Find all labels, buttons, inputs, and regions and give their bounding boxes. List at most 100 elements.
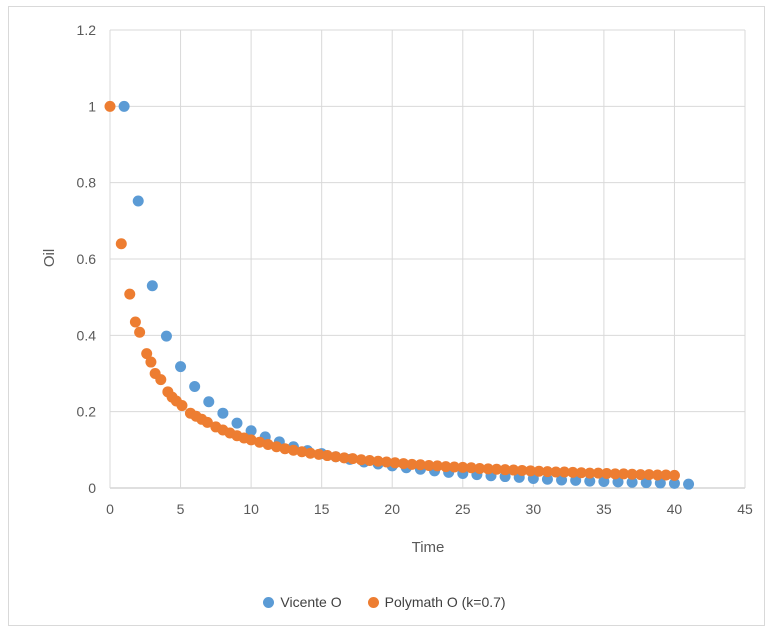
x-tick-label: 40: [667, 501, 683, 517]
x-tick-label: 25: [455, 501, 471, 517]
data-point: [203, 396, 215, 408]
data-point: [465, 462, 477, 474]
y-tick-label: 0.8: [77, 175, 97, 191]
x-tick-labels: 0 5 10 15 20 25 30 35 40 45: [106, 501, 753, 517]
data-point: [245, 425, 257, 437]
data-point: [201, 416, 213, 428]
y-axis-title: Oil: [41, 249, 58, 267]
x-axis-title: Time: [412, 539, 445, 556]
data-point: [262, 438, 274, 450]
data-point: [321, 450, 333, 462]
data-point: [550, 466, 562, 478]
data-point: [626, 468, 638, 480]
data-point: [118, 100, 130, 112]
data-point: [683, 478, 695, 490]
data-point: [474, 463, 486, 475]
data-point: [134, 326, 146, 338]
data-point: [245, 434, 257, 446]
data-point: [129, 316, 141, 328]
legend-label-vicente: Vicente O: [280, 594, 342, 610]
data-point: [440, 461, 452, 473]
data-point: [423, 459, 435, 471]
y-tick-label: 1: [88, 98, 96, 114]
data-point: [491, 463, 503, 475]
x-tick-label: 0: [106, 501, 114, 517]
data-point: [279, 443, 291, 455]
y-tick-label: 0: [88, 480, 96, 496]
series-vicente: [118, 100, 695, 490]
y-tick-labels: 0 0.2 0.4 0.6 0.8 1 1.2: [77, 22, 97, 496]
data-point: [231, 417, 243, 429]
data-point: [618, 468, 630, 480]
legend-marker-vicente: [263, 596, 275, 608]
data-point: [626, 476, 638, 488]
x-tick-label: 10: [243, 501, 259, 517]
data-point: [398, 458, 410, 470]
data-point: [635, 469, 647, 481]
data-point: [482, 463, 494, 475]
chart-frame: [8, 6, 765, 626]
data-point: [584, 467, 596, 479]
data-point: [271, 441, 283, 453]
data-point: [609, 468, 621, 480]
data-point: [355, 454, 367, 466]
data-point: [389, 457, 401, 469]
gridlines: [109, 29, 746, 489]
data-point: [304, 447, 316, 459]
x-tick-label: 45: [737, 501, 753, 517]
data-point: [132, 195, 144, 207]
data-point: [254, 436, 266, 448]
data-point: [601, 467, 613, 479]
x-tick-label: 15: [314, 501, 330, 517]
data-point: [189, 380, 201, 392]
data-point: [541, 473, 553, 485]
data-point: [567, 466, 579, 478]
data-point: [668, 477, 680, 489]
data-point: [381, 456, 393, 468]
data-point: [175, 361, 187, 373]
data-point: [660, 469, 672, 481]
data-point: [499, 464, 511, 476]
data-point: [141, 348, 153, 360]
data-point: [541, 466, 553, 478]
data-point: [347, 453, 359, 465]
data-point: [584, 475, 596, 487]
x-tick-label: 35: [596, 501, 612, 517]
data-point: [115, 238, 127, 250]
data-point: [668, 469, 680, 481]
data-point: [145, 356, 157, 368]
data-point: [372, 455, 384, 467]
data-point: [448, 461, 460, 473]
data-point: [414, 459, 426, 471]
x-tick-label: 5: [177, 501, 185, 517]
data-point: [643, 469, 655, 481]
y-tick-label: 0.2: [77, 404, 97, 420]
legend-item-vicente: Vicente O: [263, 594, 342, 610]
data-point: [575, 467, 587, 479]
data-point: [516, 464, 528, 476]
data-point: [155, 374, 167, 386]
x-tick-label: 30: [526, 501, 542, 517]
data-series: [104, 100, 695, 490]
data-point: [124, 288, 136, 300]
data-point: [217, 407, 229, 419]
legend: Vicente O Polymath O (k=0.7): [0, 591, 769, 613]
data-point: [296, 446, 308, 458]
y-tick-label: 0.4: [77, 327, 97, 343]
data-point: [146, 280, 158, 292]
data-point: [508, 464, 520, 476]
data-point: [406, 458, 418, 470]
data-point: [533, 465, 545, 477]
data-point: [558, 466, 570, 478]
data-point: [457, 461, 469, 473]
y-tick-label: 1.2: [77, 22, 97, 38]
data-point: [592, 467, 604, 479]
data-point: [330, 451, 342, 463]
data-point: [176, 400, 188, 412]
x-tick-label: 20: [384, 501, 400, 517]
data-point: [287, 444, 299, 456]
data-point: [431, 460, 443, 472]
data-point: [313, 448, 325, 460]
legend-label-polymath: Polymath O (k=0.7): [384, 594, 506, 610]
